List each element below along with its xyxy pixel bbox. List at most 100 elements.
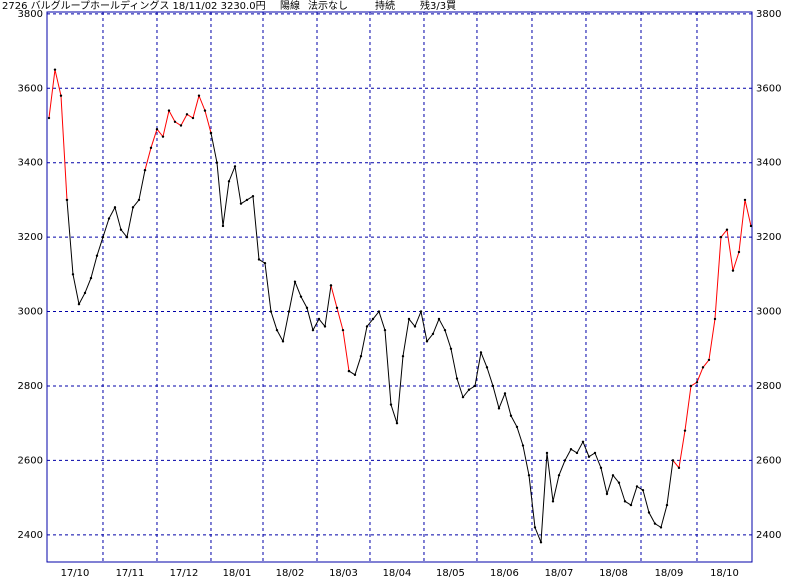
price-point bbox=[665, 503, 669, 507]
price-point bbox=[167, 109, 171, 112]
x-tick-label: 18/09 bbox=[655, 568, 684, 579]
price-point bbox=[227, 180, 231, 183]
price-point bbox=[443, 328, 447, 332]
price-point bbox=[149, 146, 153, 150]
price-point bbox=[377, 310, 381, 313]
price-point bbox=[497, 407, 501, 410]
price-point bbox=[113, 206, 117, 209]
price-point bbox=[215, 161, 219, 164]
price-point bbox=[77, 302, 81, 306]
price-point bbox=[623, 500, 627, 503]
price-point bbox=[305, 306, 309, 310]
y-tick-label-right: 2600 bbox=[756, 455, 781, 466]
price-point bbox=[635, 485, 639, 488]
header-candle: 陽線 bbox=[280, 0, 300, 12]
price-point bbox=[311, 328, 315, 332]
price-point bbox=[287, 310, 291, 313]
price-point bbox=[407, 317, 411, 321]
price-point bbox=[473, 384, 477, 388]
price-point bbox=[107, 217, 111, 220]
plot-frame bbox=[46, 11, 753, 563]
price-point bbox=[323, 325, 327, 328]
y-tick-label: 2400 bbox=[18, 530, 43, 541]
y-tick-label: 3200 bbox=[18, 232, 43, 243]
price-point bbox=[359, 355, 363, 358]
price-point bbox=[557, 474, 561, 477]
price-point bbox=[545, 451, 549, 455]
y-tick-label-right: 3600 bbox=[756, 83, 781, 94]
header-stock: 2726 バルグループホールディングス 18/11/02 3230.0円 bbox=[2, 0, 266, 12]
price-point bbox=[233, 165, 237, 168]
x-tick-label: 18/10 bbox=[710, 568, 739, 579]
price-point bbox=[365, 325, 369, 328]
price-point bbox=[209, 131, 213, 135]
price-point bbox=[533, 526, 537, 529]
price-point bbox=[671, 459, 675, 462]
price-point bbox=[539, 541, 543, 544]
price-point bbox=[527, 474, 531, 477]
price-point bbox=[455, 377, 459, 380]
price-point bbox=[479, 351, 483, 354]
x-tick-label: 17/12 bbox=[170, 568, 199, 579]
x-tick-label: 17/11 bbox=[116, 568, 145, 579]
x-tick-label: 18/06 bbox=[490, 568, 519, 579]
y-tick-label-right: 3400 bbox=[756, 158, 781, 169]
price-point bbox=[581, 440, 585, 444]
price-point bbox=[281, 340, 285, 343]
y-tick-label: 3400 bbox=[18, 158, 43, 169]
price-point bbox=[257, 258, 261, 261]
price-point bbox=[683, 429, 687, 432]
price-point bbox=[431, 332, 435, 336]
price-point bbox=[491, 384, 495, 388]
price-point bbox=[731, 269, 735, 272]
price-point bbox=[137, 198, 141, 202]
price-point bbox=[629, 503, 633, 507]
y-tick-label: 2600 bbox=[18, 455, 43, 466]
price-point bbox=[419, 310, 423, 313]
price-point bbox=[713, 317, 717, 321]
price-point bbox=[605, 492, 609, 496]
price-point bbox=[383, 328, 387, 332]
y-tick-label: 3000 bbox=[18, 307, 43, 318]
price-point bbox=[743, 198, 747, 202]
price-point bbox=[425, 340, 429, 343]
price-line bbox=[48, 69, 752, 470]
price-point bbox=[515, 425, 519, 429]
price-point bbox=[521, 444, 525, 447]
price-point bbox=[263, 261, 267, 265]
price-point bbox=[647, 511, 651, 514]
price-point bbox=[509, 414, 513, 417]
x-tick-label: 18/03 bbox=[329, 568, 358, 579]
price-point bbox=[203, 109, 207, 112]
price-point bbox=[341, 328, 345, 332]
price-point bbox=[587, 455, 591, 458]
price-point bbox=[413, 325, 417, 328]
price-point bbox=[221, 224, 225, 228]
x-tick-label: 18/01 bbox=[223, 568, 252, 579]
price-point bbox=[701, 366, 705, 369]
price-point bbox=[185, 113, 189, 116]
price-point bbox=[101, 235, 105, 239]
price-point bbox=[659, 526, 663, 529]
price-point bbox=[395, 421, 399, 425]
price-point bbox=[503, 392, 507, 395]
y-tick-label-right: 3200 bbox=[756, 232, 781, 243]
price-point bbox=[293, 280, 297, 283]
price-point bbox=[125, 235, 129, 239]
price-point bbox=[143, 168, 147, 172]
price-point bbox=[119, 228, 123, 231]
price-point bbox=[191, 116, 195, 120]
price-point bbox=[53, 68, 57, 71]
y-tick-label-right: 3000 bbox=[756, 307, 781, 318]
price-point bbox=[617, 481, 621, 484]
price-point bbox=[131, 206, 135, 209]
price-point bbox=[551, 500, 555, 503]
price-point bbox=[347, 369, 351, 373]
price-point bbox=[179, 124, 183, 127]
header-signal: 法示なし bbox=[308, 0, 348, 12]
price-point bbox=[329, 284, 333, 287]
price-point bbox=[719, 235, 723, 239]
y-tick-label: 3600 bbox=[18, 83, 43, 94]
price-point bbox=[485, 366, 489, 369]
price-point bbox=[95, 254, 99, 257]
